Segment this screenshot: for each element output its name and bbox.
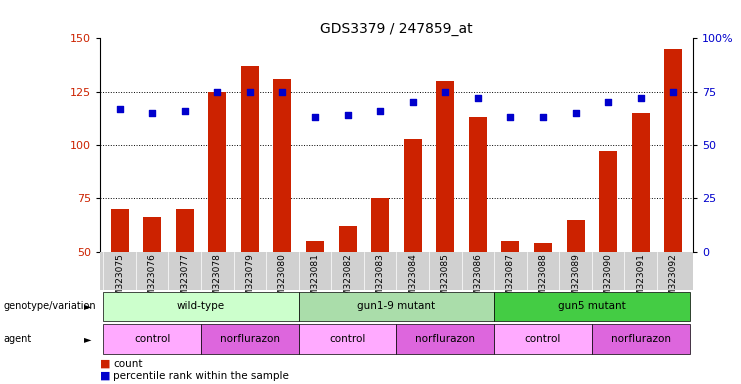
Bar bbox=[273, 79, 291, 358]
Bar bbox=[632, 113, 650, 358]
Point bbox=[276, 89, 288, 95]
Point bbox=[244, 89, 256, 95]
Text: GSM323092: GSM323092 bbox=[669, 253, 678, 308]
Text: control: control bbox=[330, 334, 366, 344]
Text: GSM323075: GSM323075 bbox=[115, 253, 124, 308]
Text: norflurazon: norflurazon bbox=[415, 334, 475, 344]
Text: ►: ► bbox=[84, 301, 91, 311]
Point bbox=[407, 99, 419, 106]
Text: percentile rank within the sample: percentile rank within the sample bbox=[113, 371, 289, 381]
Bar bbox=[371, 198, 389, 358]
Bar bbox=[436, 81, 454, 358]
Text: control: control bbox=[525, 334, 561, 344]
Point bbox=[374, 108, 386, 114]
Text: GSM323083: GSM323083 bbox=[376, 253, 385, 308]
Bar bbox=[103, 291, 299, 321]
Text: GSM323076: GSM323076 bbox=[147, 253, 156, 308]
Text: gun1-9 mutant: gun1-9 mutant bbox=[357, 301, 436, 311]
Bar bbox=[306, 241, 324, 358]
Bar bbox=[339, 226, 356, 358]
Point bbox=[570, 110, 582, 116]
Bar bbox=[176, 209, 193, 358]
Bar bbox=[396, 324, 494, 354]
Bar bbox=[103, 324, 201, 354]
Bar bbox=[201, 324, 299, 354]
Bar bbox=[567, 220, 585, 358]
Point bbox=[211, 89, 223, 95]
Text: GSM323081: GSM323081 bbox=[310, 253, 319, 308]
Text: GSM323080: GSM323080 bbox=[278, 253, 287, 308]
Point bbox=[146, 110, 158, 116]
Bar bbox=[143, 217, 161, 358]
Bar bbox=[534, 243, 552, 358]
Text: ►: ► bbox=[84, 334, 91, 344]
Bar bbox=[299, 324, 396, 354]
Bar bbox=[665, 49, 682, 358]
Point bbox=[537, 114, 549, 120]
Text: GSM323078: GSM323078 bbox=[213, 253, 222, 308]
Bar bbox=[494, 324, 592, 354]
Point bbox=[179, 108, 190, 114]
Text: GSM323085: GSM323085 bbox=[441, 253, 450, 308]
Text: GSM323089: GSM323089 bbox=[571, 253, 580, 308]
Bar bbox=[241, 66, 259, 358]
Text: count: count bbox=[113, 359, 143, 369]
Text: gun5 mutant: gun5 mutant bbox=[558, 301, 625, 311]
Text: GSM323082: GSM323082 bbox=[343, 253, 352, 308]
Bar bbox=[592, 324, 690, 354]
Text: GSM323084: GSM323084 bbox=[408, 253, 417, 308]
Bar bbox=[494, 291, 690, 321]
Point bbox=[309, 114, 321, 120]
Point bbox=[668, 89, 679, 95]
Point bbox=[439, 89, 451, 95]
Text: genotype/variation: genotype/variation bbox=[4, 301, 96, 311]
Text: GSM323087: GSM323087 bbox=[506, 253, 515, 308]
Text: ■: ■ bbox=[100, 359, 110, 369]
Point bbox=[342, 112, 353, 118]
Point bbox=[602, 99, 614, 106]
Text: GSM323088: GSM323088 bbox=[539, 253, 548, 308]
Bar bbox=[469, 117, 487, 358]
Point bbox=[113, 106, 125, 112]
Text: GSM323086: GSM323086 bbox=[473, 253, 482, 308]
Text: wild-type: wild-type bbox=[177, 301, 225, 311]
Text: agent: agent bbox=[4, 334, 32, 344]
Text: GSM323079: GSM323079 bbox=[245, 253, 254, 308]
Text: GSM323077: GSM323077 bbox=[180, 253, 189, 308]
Title: GDS3379 / 247859_at: GDS3379 / 247859_at bbox=[320, 22, 473, 36]
Text: norflurazon: norflurazon bbox=[220, 334, 280, 344]
Bar bbox=[299, 291, 494, 321]
Text: ■: ■ bbox=[100, 371, 110, 381]
Bar bbox=[599, 151, 617, 358]
Text: control: control bbox=[134, 334, 170, 344]
Text: GSM323090: GSM323090 bbox=[604, 253, 613, 308]
Bar bbox=[404, 139, 422, 358]
Text: GSM323091: GSM323091 bbox=[637, 253, 645, 308]
Bar bbox=[208, 92, 226, 358]
Point bbox=[505, 114, 516, 120]
Point bbox=[635, 95, 647, 101]
Bar bbox=[502, 241, 519, 358]
Point bbox=[472, 95, 484, 101]
Bar bbox=[110, 209, 128, 358]
Text: norflurazon: norflurazon bbox=[611, 334, 671, 344]
